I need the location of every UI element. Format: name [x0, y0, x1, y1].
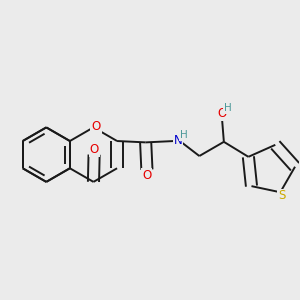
Text: O: O [91, 120, 101, 133]
Text: O: O [217, 107, 226, 120]
Text: H: H [224, 103, 232, 113]
Text: S: S [278, 190, 286, 202]
Text: O: O [142, 169, 152, 182]
Text: H: H [180, 130, 188, 140]
Text: N: N [174, 134, 182, 147]
Text: O: O [89, 142, 99, 156]
